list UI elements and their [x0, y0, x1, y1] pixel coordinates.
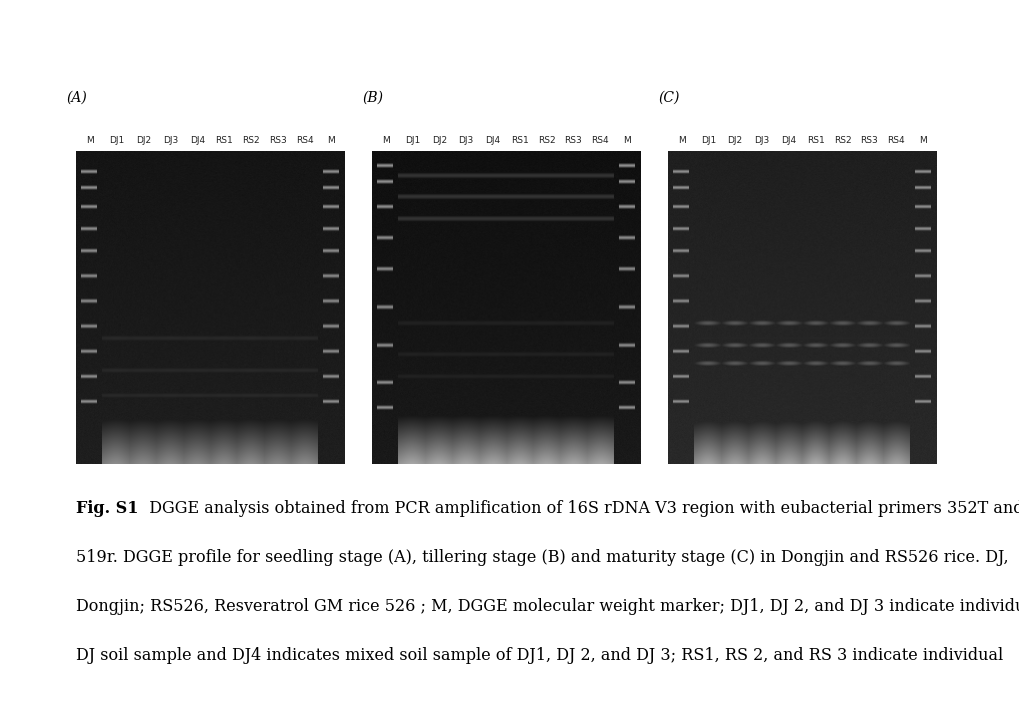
Text: DJ2: DJ2: [431, 136, 446, 145]
Text: DJ1: DJ1: [405, 136, 420, 145]
Text: M: M: [381, 136, 389, 145]
Text: RS1: RS1: [806, 136, 823, 145]
Text: DJ soil sample and DJ4 indicates mixed soil sample of DJ1, DJ 2, and DJ 3; RS1, : DJ soil sample and DJ4 indicates mixed s…: [76, 647, 1003, 665]
Text: RS4: RS4: [296, 136, 313, 145]
Text: (C): (C): [657, 91, 679, 104]
Text: M: M: [677, 136, 685, 145]
Text: DGGE analysis obtained from PCR amplification of 16S rDNA V3 region with eubacte: DGGE analysis obtained from PCR amplific…: [139, 500, 1019, 518]
Text: Fig. S1: Fig. S1: [76, 500, 139, 518]
Text: DJ1: DJ1: [700, 136, 715, 145]
Text: DJ4: DJ4: [781, 136, 796, 145]
Text: DJ2: DJ2: [136, 136, 151, 145]
Text: Dongjin; RS526, Resveratrol GM rice 526 ; M, DGGE molecular weight marker; DJ1, : Dongjin; RS526, Resveratrol GM rice 526 …: [76, 598, 1019, 616]
Text: DJ4: DJ4: [190, 136, 205, 145]
Text: DJ2: DJ2: [727, 136, 742, 145]
Text: DJ3: DJ3: [163, 136, 178, 145]
Text: DJ1: DJ1: [109, 136, 124, 145]
Text: RS2: RS2: [537, 136, 555, 145]
Text: RS3: RS3: [860, 136, 877, 145]
Text: RS4: RS4: [591, 136, 608, 145]
Text: DJ4: DJ4: [485, 136, 500, 145]
Text: M: M: [918, 136, 926, 145]
Text: M: M: [86, 136, 94, 145]
Text: DJ3: DJ3: [754, 136, 769, 145]
Text: 519r. DGGE profile for seedling stage (A), tillering stage (B) and maturity stag: 519r. DGGE profile for seedling stage (A…: [76, 549, 1008, 567]
Text: RS3: RS3: [565, 136, 582, 145]
Text: (A): (A): [66, 91, 87, 104]
Text: RS2: RS2: [242, 136, 260, 145]
Text: RS1: RS1: [215, 136, 232, 145]
Text: DJ3: DJ3: [459, 136, 474, 145]
Text: (B): (B): [362, 91, 383, 104]
Text: M: M: [623, 136, 631, 145]
Text: RS2: RS2: [833, 136, 851, 145]
Text: RS4: RS4: [887, 136, 904, 145]
Text: RS3: RS3: [269, 136, 286, 145]
Text: RS1: RS1: [511, 136, 528, 145]
Text: M: M: [327, 136, 335, 145]
